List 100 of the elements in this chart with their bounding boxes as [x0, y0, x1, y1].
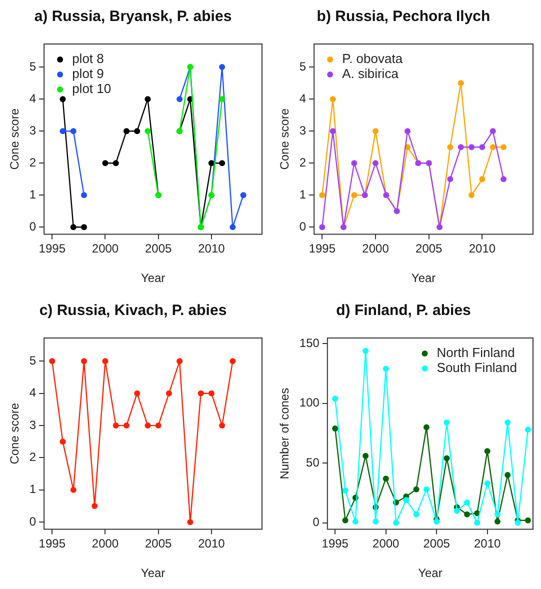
x-tick-label: 2010 [468, 242, 496, 256]
point [102, 160, 108, 166]
chart-title: c) Russia, Kivach, P. abies [39, 302, 227, 320]
y-tick-label: 0 [29, 514, 36, 528]
x-tick-label: 2010 [198, 242, 226, 256]
point [468, 192, 475, 198]
point [479, 144, 486, 150]
y-tick-label: 100 [299, 396, 320, 410]
point [176, 358, 183, 364]
point [112, 422, 119, 429]
point [490, 144, 496, 150]
point [490, 128, 496, 134]
point [458, 80, 464, 86]
y-tick-label: 0 [299, 219, 306, 234]
point [362, 452, 369, 459]
point [240, 192, 246, 198]
point [144, 128, 151, 134]
point [319, 224, 326, 230]
point [332, 425, 338, 432]
point [404, 128, 411, 134]
y-tick-label: 5 [29, 353, 36, 368]
x-tick-label: 2000 [372, 536, 400, 551]
point [484, 448, 490, 454]
y-tick-label: 4 [299, 91, 306, 106]
y-tick-label: 5 [29, 59, 36, 74]
point [494, 511, 500, 518]
point [219, 160, 226, 166]
point [319, 192, 326, 198]
point [372, 518, 379, 525]
point [447, 144, 454, 150]
point [504, 420, 511, 426]
x-tick-label: 2005 [423, 536, 450, 551]
y-tick-label: 4 [29, 386, 36, 400]
point [70, 486, 76, 493]
point [123, 422, 130, 429]
legend-label: plot 8 [72, 51, 104, 66]
point [444, 455, 450, 462]
point [524, 517, 531, 524]
y-tick-label: 150 [299, 336, 320, 350]
x-tick-label: 1995 [308, 242, 336, 256]
y-axis-title: Cone score [278, 108, 292, 170]
point [332, 396, 338, 402]
point [330, 96, 336, 102]
y-axis-title: Cone score [8, 108, 22, 170]
point [166, 390, 172, 396]
y-tick-label: 2 [299, 155, 306, 170]
y-tick-label: 1 [299, 187, 306, 202]
x-axis-title: Year [140, 566, 166, 580]
point [479, 176, 486, 182]
x-axis-title: Year [418, 566, 442, 580]
y-tick-label: 5 [299, 59, 306, 74]
point [494, 518, 500, 525]
x-tick-label: 2010 [474, 536, 502, 551]
point [81, 224, 88, 230]
point [330, 128, 336, 134]
point [144, 422, 151, 429]
point [524, 426, 531, 433]
point [444, 420, 450, 426]
point [393, 520, 400, 526]
x-tick-label: 1995 [38, 536, 66, 551]
point [342, 517, 348, 524]
y-tick-label: 1 [29, 187, 36, 202]
y-tick-label: 0 [29, 219, 36, 234]
point [464, 511, 470, 518]
x-tick-label: 2005 [416, 242, 443, 256]
point [423, 424, 430, 430]
chart-title: b) Russia, Pechora Ilych [316, 8, 490, 26]
legend-label: P. obovata [342, 51, 404, 66]
x-tick-label: 2010 [198, 536, 226, 551]
point [208, 390, 214, 396]
point [123, 128, 130, 134]
point [155, 422, 162, 429]
x-tick-label: 1995 [322, 536, 349, 551]
point [70, 128, 76, 134]
y-tick-label: 4 [29, 91, 36, 106]
point [403, 497, 410, 504]
point [176, 96, 183, 102]
point [484, 480, 490, 486]
point [464, 499, 470, 506]
point [219, 96, 226, 102]
y-tick-label: 50 [306, 455, 320, 470]
point [458, 144, 464, 150]
point [60, 96, 66, 102]
point [342, 488, 348, 494]
y-tick-label: 2 [29, 450, 36, 464]
chart-title: a) Russia, Bryansk, P. abies [34, 8, 232, 26]
y-axis-title: Cone score [8, 402, 22, 464]
x-tick-label: 2005 [144, 536, 172, 551]
point [219, 64, 226, 70]
legend-label: North Finland [436, 345, 515, 360]
chart-title: d) Finland, P. abies [336, 302, 471, 320]
point [70, 224, 76, 230]
point [500, 144, 507, 150]
point [362, 348, 369, 354]
point [49, 358, 56, 364]
legend-label: plot 9 [72, 66, 104, 82]
point [351, 192, 358, 198]
point [230, 358, 236, 364]
point [352, 518, 358, 525]
point [382, 476, 389, 482]
